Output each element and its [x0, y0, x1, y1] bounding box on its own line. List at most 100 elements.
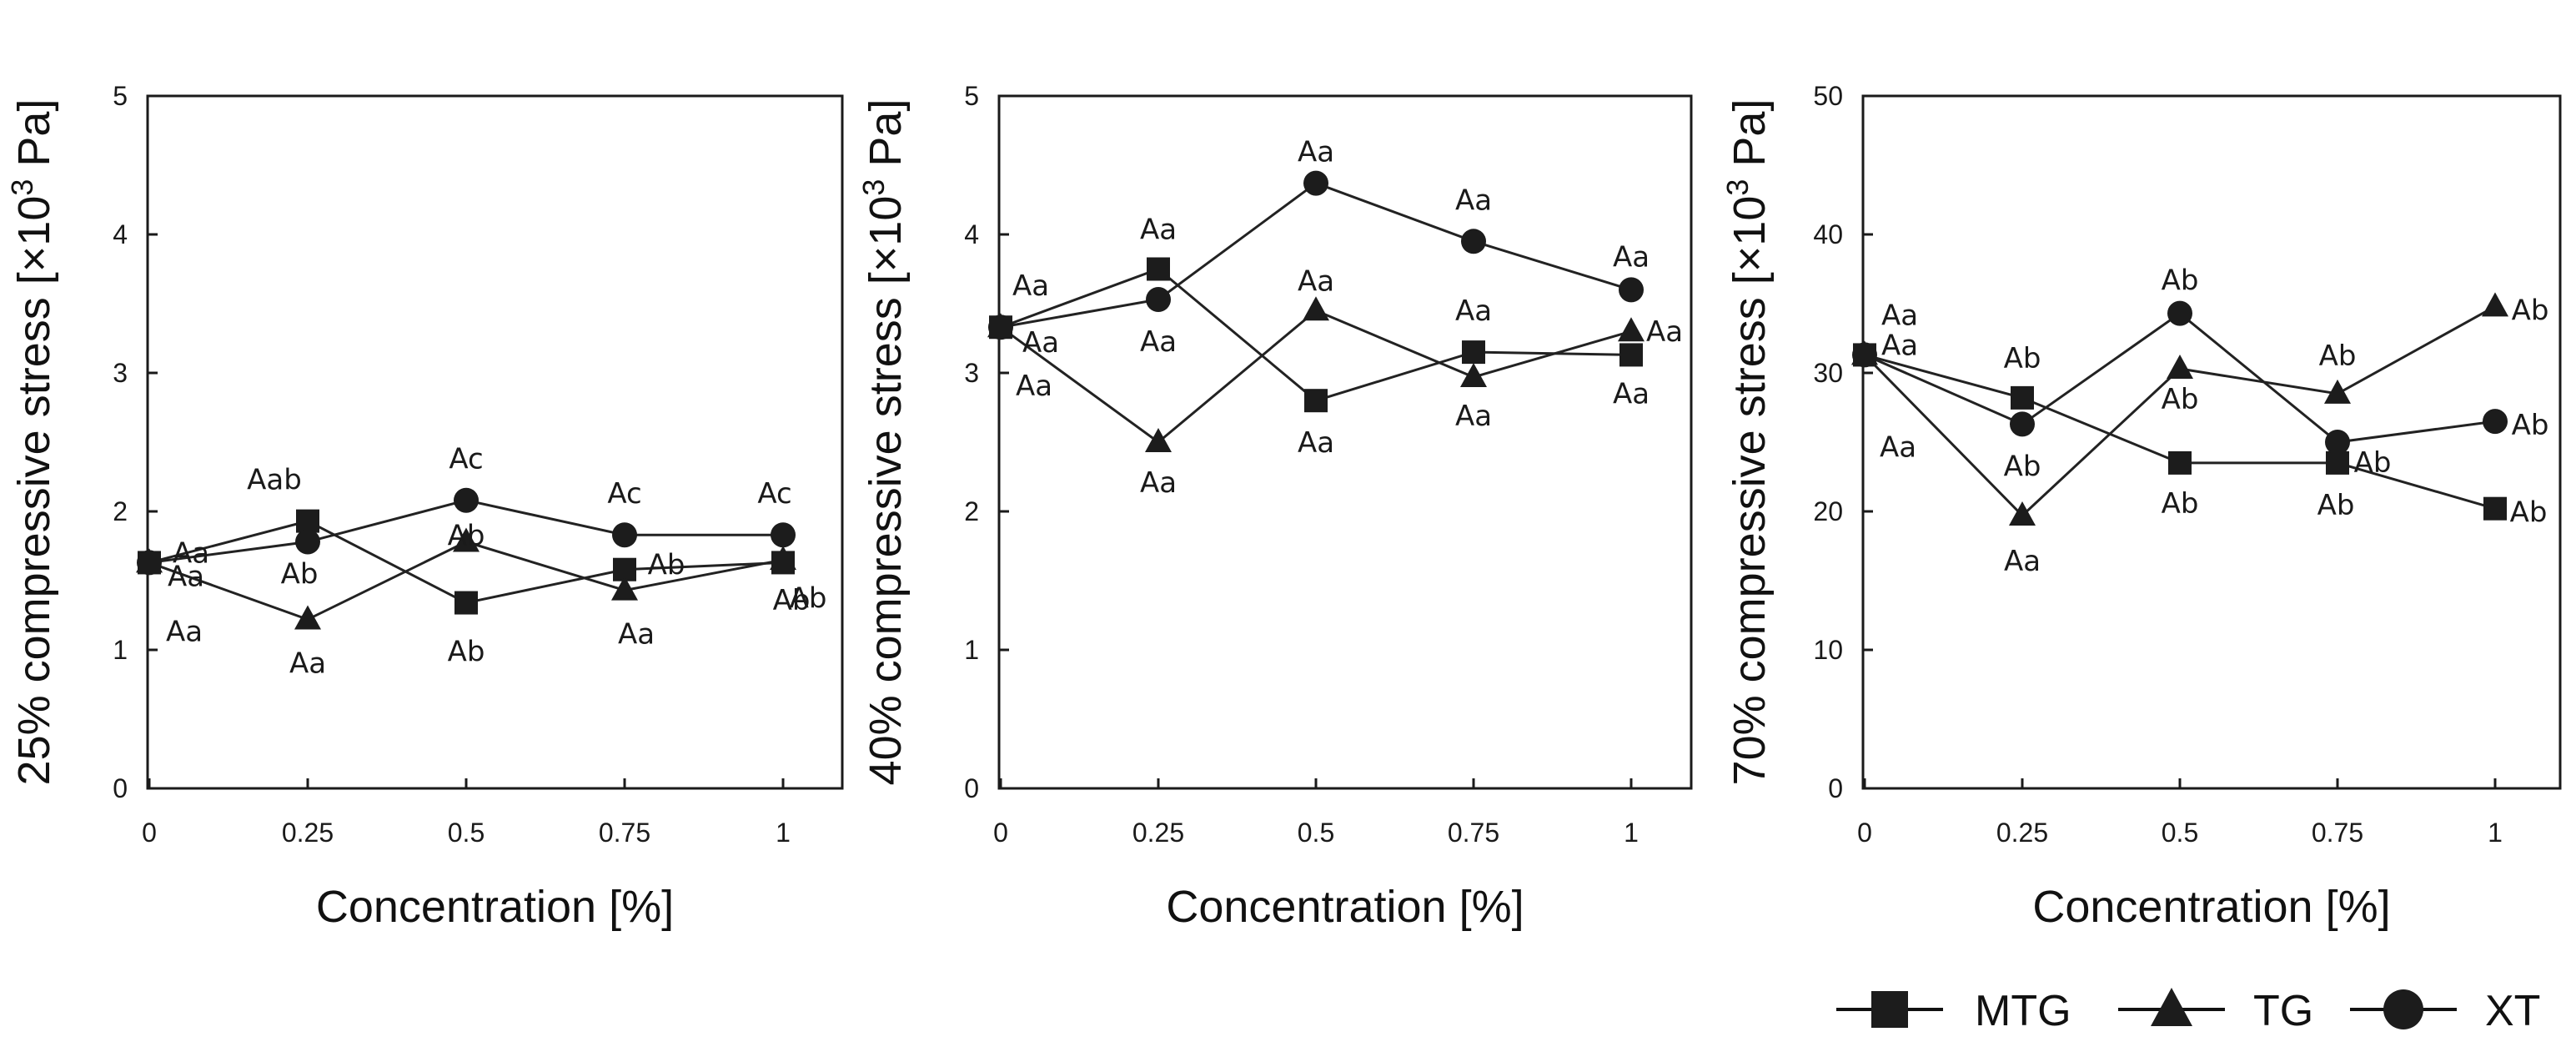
plot-frame	[997, 94, 1693, 790]
annotation-tg-4: Aa	[618, 618, 655, 652]
point-xt-4	[1461, 229, 1486, 254]
x-tick-label: 0.5	[2162, 818, 2198, 848]
annotation-xt-1: Aa	[1881, 299, 1918, 332]
point-mtg-2	[296, 509, 319, 533]
annotation-tg-5: Ab	[2512, 294, 2549, 327]
point-tg-4	[611, 576, 638, 601]
annotation-tg-2: Aa	[289, 647, 326, 680]
x-tick-label: 0.25	[1132, 818, 1184, 848]
y-tick-label: 3	[113, 358, 128, 388]
point-tg-5	[770, 546, 796, 571]
point-mtg-4	[1462, 340, 1485, 365]
y-tick-label: 3	[964, 358, 979, 388]
annotation-mtg-3: Ab	[2162, 487, 2199, 521]
point-xt-5	[771, 522, 796, 548]
point-xt-3	[2167, 300, 2192, 326]
point-xt-1	[137, 550, 162, 576]
point-xt-2	[1146, 287, 1171, 313]
point-tg-5	[2482, 292, 2508, 317]
annotation-tg-1: Aa	[1016, 370, 1052, 403]
point-tg-5	[1618, 317, 1645, 342]
annotation-tg-1: Aa	[1880, 430, 1916, 464]
x-tick-label: 0.25	[1996, 818, 2048, 848]
legend-label-tg: TG	[2253, 987, 2313, 1035]
annotation-tg-3: Aa	[1298, 264, 1334, 298]
point-mtg-3	[454, 591, 478, 615]
point-tg-2	[294, 605, 321, 630]
x-tick-label: 0.75	[2312, 818, 2363, 848]
point-xt-2	[2010, 411, 2035, 437]
annotation-mtg-4: Ab	[2317, 489, 2355, 522]
plot-frame	[1861, 94, 2562, 790]
annotation-xt-3: Ac	[449, 443, 483, 476]
x-tick-label: 0.75	[1448, 818, 1499, 848]
annotation-tg-4: Ab	[2319, 340, 2357, 373]
x-tick-label: 0.5	[1298, 818, 1334, 848]
annotation-mtg-5: Aa	[1613, 377, 1650, 410]
x-tick-label: 0.25	[282, 818, 334, 848]
annotation-xt-5: Ab	[2512, 409, 2549, 442]
annotation-mtg-1: Aa	[1012, 269, 1049, 303]
legend-label-xt: XT	[2485, 987, 2540, 1035]
x-tick-label: 0	[142, 818, 157, 848]
x-tick-label: 0	[993, 818, 1008, 848]
y-tick-label: 30	[1813, 358, 1843, 388]
point-xt-5	[1619, 277, 1644, 303]
y-tick-label: 5	[113, 81, 128, 111]
legend-marker-tg	[2151, 988, 2192, 1026]
x-tick-label: 1	[1624, 818, 1639, 848]
point-tg-2	[2009, 501, 2036, 526]
annotation-mtg-1: Aa	[173, 536, 209, 570]
chart-panel-3: 0 10 20 30 40 50 0 0.25 0.5 0.75 1 Concentration [%…	[1720, 81, 2562, 932]
y-tick-label: 2	[964, 496, 979, 526]
point-mtg-2	[1147, 257, 1170, 281]
annotation-xt-5: Ac	[757, 477, 791, 511]
x-axis-title: Concentration [%]	[1166, 882, 1524, 932]
annotation-xt-4: Ac	[607, 477, 641, 511]
legend-marker-xt	[2383, 989, 2423, 1029]
annotation-mtg-2: Ab	[2004, 342, 2041, 375]
point-mtg-3	[2168, 450, 2192, 475]
y-tick-label: 20	[1813, 496, 1843, 526]
y-tick-label: 10	[1813, 635, 1843, 665]
chart-panel-2: 0 1 2 3 4 5 0 0.25 0.5 0.75 1 Concentration [%] 40% …	[856, 81, 1693, 932]
annotation-mtg-3: Aa	[1298, 426, 1334, 460]
annotation-tg-1: Aa	[166, 615, 203, 648]
point-tg-3	[453, 527, 480, 552]
point-tg-3	[2167, 355, 2193, 380]
annotation-xt-4: Aa	[1455, 184, 1492, 217]
annotation-tg-2: Aa	[1140, 466, 1177, 500]
annotation-mtg-5: Ab	[790, 581, 827, 615]
y-tick-label: 0	[964, 773, 979, 803]
x-tick-label: 1	[2488, 818, 2503, 848]
annotation-mtg-4: Aa	[1455, 294, 1492, 328]
y-axis-title: 40% compressive stress [×103 Pa]	[856, 99, 911, 786]
annotation-xt-2: Ab	[2004, 450, 2041, 483]
point-xt-4	[612, 522, 637, 548]
x-tick-label: 0.5	[448, 818, 485, 848]
annotation-xt-5: Aa	[1613, 240, 1650, 274]
y-tick-label: 0	[113, 773, 128, 803]
x-axis-title: Concentration [%]	[316, 882, 674, 932]
legend: MTG TG XT	[1836, 987, 2540, 1035]
point-tg-2	[1145, 428, 1172, 452]
point-tg-4	[1460, 362, 1487, 387]
plot-frame	[146, 94, 844, 790]
annotation-mtg-4: Ab	[648, 549, 685, 582]
annotation-tg-3: Ab	[448, 520, 485, 553]
annotation-xt-1: Aa	[168, 560, 204, 593]
point-tg-4	[2324, 379, 2351, 404]
annotation-xt-4: Ab	[2354, 446, 2392, 480]
y-tick-label: 4	[113, 219, 128, 249]
annotation-xt-2: Ab	[281, 558, 319, 591]
point-xt-1	[988, 315, 1013, 340]
y-tick-label: 0	[1828, 773, 1843, 803]
annotation-xt-3: Aa	[1298, 136, 1334, 169]
point-mtg-3	[1304, 389, 1328, 413]
annotation-tg-5: Ab	[773, 584, 811, 617]
y-tick-label: 4	[964, 219, 979, 249]
series-line-tg	[1000, 309, 1632, 444]
y-tick-label: 2	[113, 496, 128, 526]
annotation-xt-3: Ab	[2162, 264, 2199, 298]
